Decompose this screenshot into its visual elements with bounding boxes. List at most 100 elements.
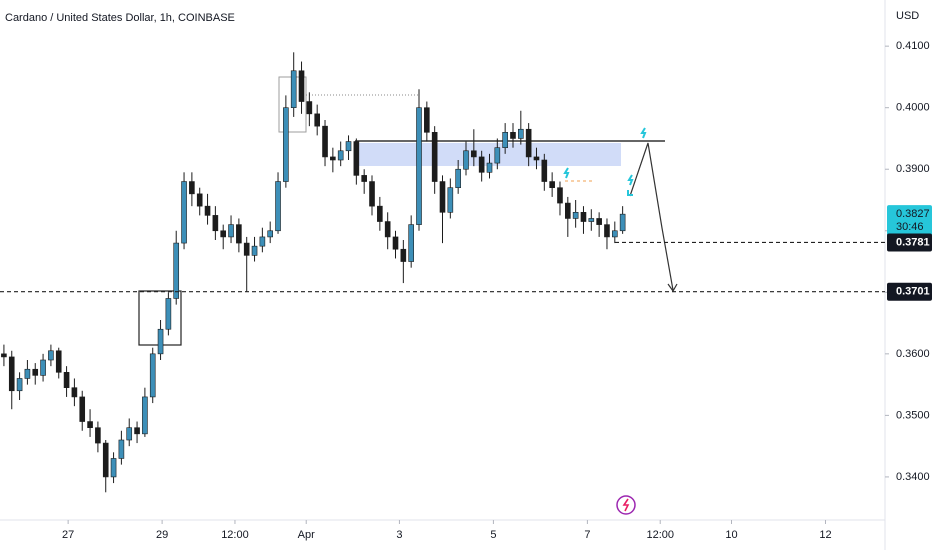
- arrowhead: [667, 283, 678, 293]
- candle-body: [24, 368, 31, 379]
- x-tick-label: 12:00: [221, 529, 249, 541]
- candle-body: [134, 427, 140, 435]
- candle-body: [32, 368, 39, 376]
- candle-body: [486, 162, 493, 173]
- candle-body: [604, 224, 610, 238]
- candle-body: [611, 230, 618, 238]
- candle-body: [557, 187, 563, 204]
- candle-body: [298, 70, 305, 102]
- candle-body: [369, 181, 375, 207]
- candle-body: [471, 150, 477, 158]
- candle-body: [204, 205, 211, 216]
- y-tick-label: 0.3600: [896, 348, 930, 360]
- candle-body: [463, 150, 469, 170]
- candle-body: [455, 168, 461, 188]
- candle-body: [102, 442, 109, 478]
- price-tag: [887, 205, 932, 237]
- candle-body: [314, 113, 320, 127]
- lightning: [627, 174, 634, 186]
- candle-body: [494, 147, 501, 164]
- candle-body: [533, 156, 540, 161]
- candle-body: [259, 236, 266, 247]
- candle-body: [408, 224, 414, 262]
- candle-body: [243, 242, 250, 256]
- lightning: [640, 127, 647, 139]
- candle-body: [565, 202, 571, 219]
- candle-body: [619, 213, 626, 232]
- candle-body: [110, 458, 117, 478]
- candle-body: [118, 439, 125, 459]
- candle-body: [525, 128, 532, 158]
- candle-body: [541, 159, 548, 182]
- candle-body: [189, 181, 195, 195]
- zone: [355, 143, 621, 166]
- candle-body: [79, 396, 86, 422]
- price-tag: [887, 233, 932, 252]
- candle-body: [439, 181, 446, 213]
- candle-body: [1, 353, 7, 358]
- candle-body: [16, 378, 23, 392]
- currency-label: USD: [896, 10, 919, 22]
- y-tick-label: 0.3900: [896, 163, 930, 175]
- event-icon-bolt: [622, 498, 630, 512]
- candle-body: [283, 107, 289, 182]
- candle-body: [580, 212, 587, 222]
- price-tag-label: 0.3781: [896, 236, 930, 248]
- candle-body: [275, 181, 281, 232]
- candle-body: [55, 350, 62, 373]
- x-tick-label: 3: [396, 529, 402, 541]
- candle-body: [196, 193, 203, 207]
- candle-body: [431, 132, 438, 182]
- candle-body: [384, 221, 391, 238]
- x-tick-label: Apr: [298, 529, 315, 541]
- candle-body: [361, 175, 367, 182]
- candle-body: [510, 132, 516, 139]
- candle-body: [345, 141, 352, 152]
- candle-body: [149, 353, 156, 398]
- candle-body: [173, 242, 180, 299]
- projection: [629, 142, 674, 291]
- y-tick-label: 0.4100: [896, 40, 930, 52]
- candle-body: [95, 427, 101, 444]
- candle-body: [392, 236, 399, 250]
- candle-body: [518, 128, 524, 139]
- candle-body: [165, 298, 172, 330]
- candle-body: [63, 372, 70, 388]
- x-tick-label: 10: [725, 529, 737, 541]
- candle-body: [588, 218, 595, 222]
- candle-body: [596, 218, 602, 225]
- candle-body: [447, 187, 454, 213]
- candle-body: [424, 107, 430, 133]
- candle-body: [267, 230, 274, 238]
- candle-body: [40, 359, 46, 376]
- candle-body: [478, 156, 485, 173]
- x-tick-label: 12:00: [646, 529, 674, 541]
- x-tick-label: 5: [490, 529, 496, 541]
- candle-body: [572, 212, 579, 219]
- y-tick-label: 0.3500: [896, 409, 930, 421]
- candle-body: [157, 328, 164, 355]
- lightning: [563, 167, 570, 179]
- x-tick-label: 12: [819, 529, 831, 541]
- candle-body: [251, 245, 258, 256]
- candle-body: [8, 356, 15, 392]
- candle-body: [126, 427, 133, 441]
- price-tag-label: 0.3701: [896, 286, 930, 298]
- candle-body: [337, 150, 344, 161]
- candle-body: [549, 181, 555, 188]
- price-tag-label: 0.3827: [896, 208, 930, 220]
- candle-body: [181, 181, 187, 244]
- x-tick-label: 29: [156, 529, 168, 541]
- candle-body: [322, 125, 328, 158]
- candle-body: [416, 107, 422, 225]
- candle-body: [220, 230, 227, 238]
- candle-body: [212, 215, 219, 232]
- y-tick-label: 0.4000: [896, 102, 930, 114]
- candle-body: [87, 421, 93, 428]
- candle-body: [377, 205, 383, 222]
- candle-body: [290, 70, 297, 108]
- x-tick-label: 7: [584, 529, 590, 541]
- candle-body: [330, 156, 336, 161]
